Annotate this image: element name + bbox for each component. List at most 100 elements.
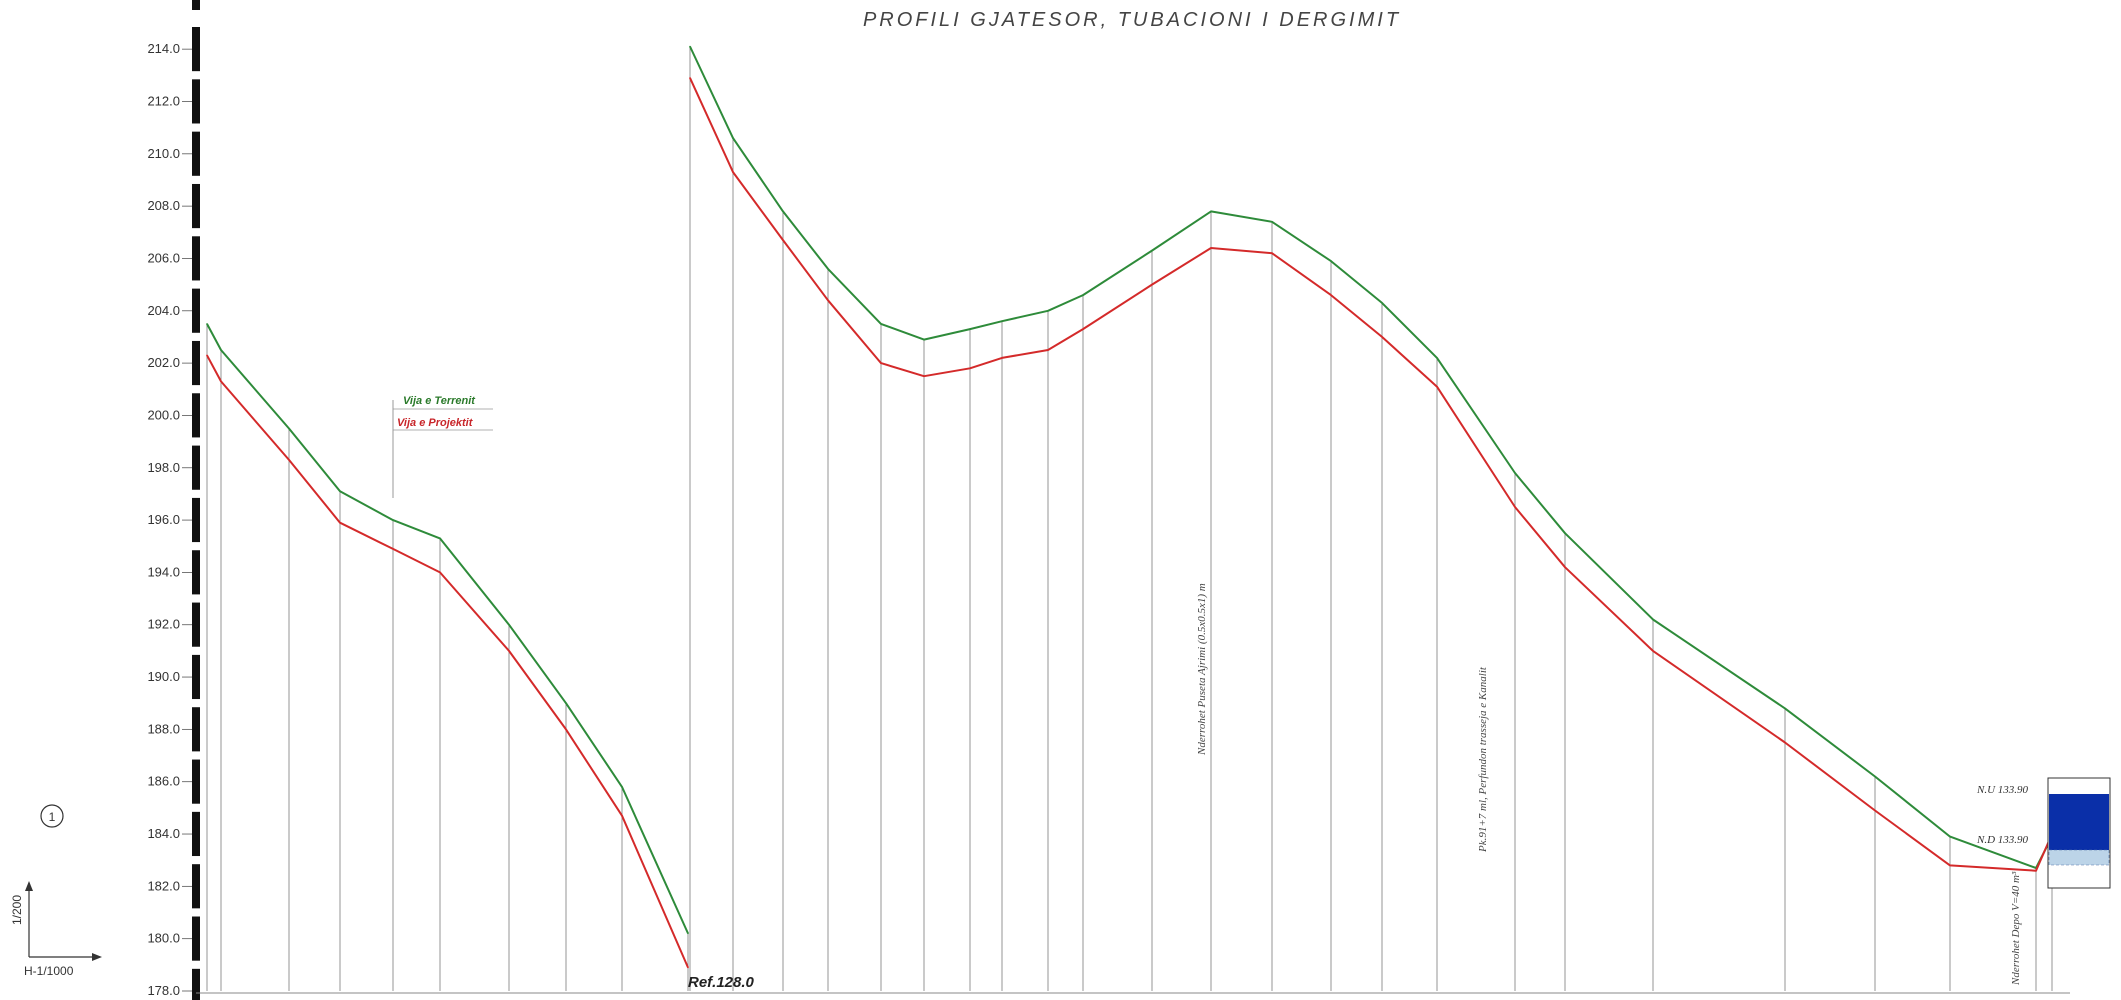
horizontal-arrow-head [92,953,102,961]
y-tick-label: 200.0 [147,407,180,422]
series-point [689,45,691,48]
series-point [782,239,784,241]
y-tick-label: 186.0 [147,774,180,789]
y-tick-label: 208.0 [147,198,180,213]
ruler-block [192,340,200,386]
series-point [392,519,394,521]
series-point [508,650,510,652]
ruler-block [192,916,200,961]
ref-label: Ref.128.0 [688,974,755,991]
series-line [689,46,2053,869]
ruler-block [192,236,200,281]
series-point [827,299,829,302]
y-tick-label: 182.0 [147,878,180,893]
vertical-scale-label: 1/200 [10,895,24,925]
series-point [880,362,882,364]
y-tick-label: 180.0 [147,931,180,946]
legend-project: Vija e Projektit [397,417,474,429]
series-point [1949,864,1951,867]
ruler-block [192,131,200,176]
series-point [689,77,691,79]
series-point [288,459,290,461]
ruler-block [192,550,200,595]
ruler-block [192,497,200,543]
ruler-block [192,707,200,752]
horizontal-scale-label: H-1/1000 [24,964,74,978]
note-canal-end: Pk.91+7 ml, Perfundon trasseja e Kanalit [1477,666,1489,853]
series-point [508,623,510,626]
ruler-block [192,79,200,124]
series-point [206,323,208,325]
ruler-block [192,654,200,700]
y-tick-label: 178.0 [147,983,180,998]
series-point [1652,618,1654,621]
nd-label: N.D 133.90 [1976,834,2029,846]
series-point [1151,283,1153,286]
ruler-block [192,811,200,857]
series-point [339,490,341,493]
series-point [732,171,734,173]
series-point [1001,357,1003,359]
y-tick-label: 184.0 [147,826,180,841]
ruler-block [192,288,200,333]
series-point [687,932,689,935]
series-line [206,354,689,968]
elevation-ruler [191,0,201,1000]
series-point [565,728,567,731]
series-point [1001,320,1003,323]
series-point [969,367,971,370]
series-point [1436,357,1438,359]
station-lines [206,46,2053,991]
series-point [687,966,689,969]
series-point [1514,472,1516,474]
note-reservoir: Nderrohet Depo V=40 m³ [2010,871,2022,986]
legend: Vija e Terrenit Vija e Projektit [392,395,493,498]
series-point [880,323,882,325]
ruler-block [192,393,200,438]
series-point [1784,741,1786,744]
ruler-block [192,183,200,229]
drawing-number: 1 [49,810,56,824]
y-tick-label: 188.0 [147,721,180,736]
y-tick-label: 194.0 [147,564,180,579]
series-point [1210,247,1212,249]
series-point [782,210,784,213]
series-point [1874,809,1876,812]
series-point [1330,294,1332,296]
ruler-block [192,0,200,10]
series-point [1564,566,1566,568]
y-axis-tick-labels: 178.0 180.0 182.0 184.0 186.0 188.0 190.0 192.0… [147,41,192,998]
reservoir-water [2049,794,2109,850]
note-air-well: Nderrohet Puseta Ajrimi (0.5x0.5x1) m [1196,583,1208,756]
ruler-block [192,602,200,647]
series-point [621,814,623,817]
series-point [392,548,394,550]
series-project [206,77,2053,969]
series-point [732,137,734,139]
ruler-block [192,445,200,490]
nu-label: N.U 133.90 [1976,784,2029,796]
y-tick-label: 192.0 [147,617,180,632]
series-point [1082,328,1084,330]
series-line [206,323,689,934]
series-point [1047,349,1049,351]
legend-terrain: Vija e Terrenit [403,395,476,407]
series-point [621,786,623,788]
series-layer [206,45,2053,969]
series-point [1949,835,1951,838]
series-point [969,328,971,330]
ruler-block [192,968,200,1000]
y-tick-label: 210.0 [147,146,180,161]
series-point [1210,210,1212,213]
series-point [1874,775,1876,778]
chart-title: PROFILI GJATESOR, TUBACIONI I DERGIMIT [863,9,1401,31]
drawing-number-circle [40,804,64,828]
ruler-block [192,864,200,909]
y-tick-label: 202.0 [147,355,180,370]
series-point [1514,506,1516,508]
series-point [2035,869,2037,872]
y-tick-label: 206.0 [147,250,180,265]
y-tick-label: 212.0 [147,93,180,108]
series-point [1381,302,1383,304]
